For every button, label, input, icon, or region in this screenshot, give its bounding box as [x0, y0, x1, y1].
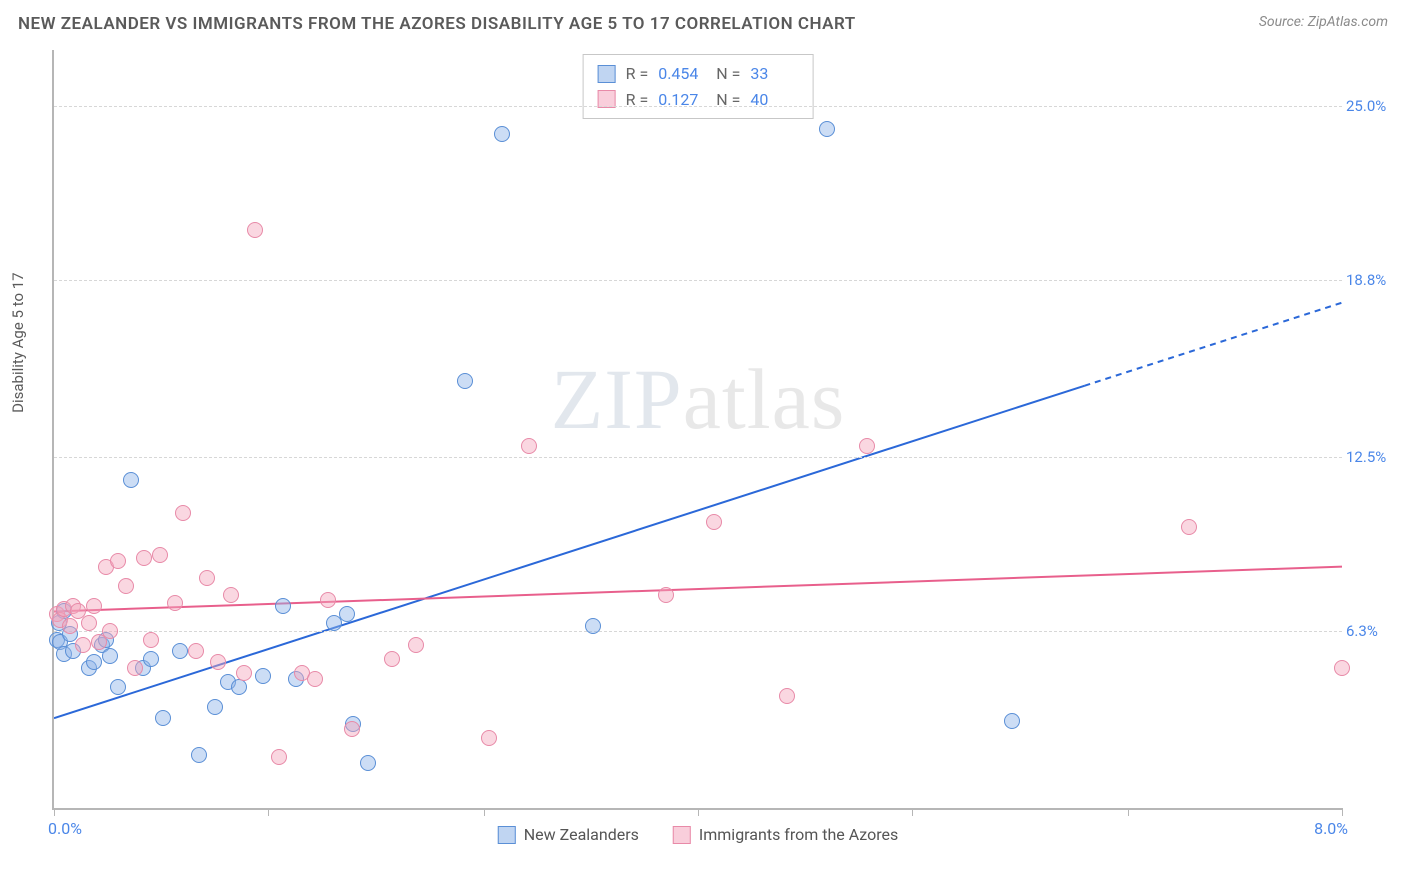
- gridline: [54, 280, 1342, 281]
- data-point: [271, 749, 287, 765]
- data-point: [81, 615, 97, 631]
- stats-row-az: R = 0.127 N = 40: [598, 87, 799, 113]
- data-point: [167, 595, 183, 611]
- data-point: [275, 598, 291, 614]
- data-point: [231, 679, 247, 695]
- data-point: [247, 222, 263, 238]
- stat-r-label: R =: [626, 87, 649, 113]
- data-point: [118, 578, 134, 594]
- data-point: [86, 598, 102, 614]
- gridline: [54, 631, 1342, 632]
- legend-label-az: Immigrants from the Azores: [699, 825, 898, 844]
- data-point: [779, 688, 795, 704]
- data-point: [210, 654, 226, 670]
- x-axis-max-label: 8.0%: [1314, 819, 1348, 838]
- stats-row-nz: R = 0.454 N = 33: [598, 61, 799, 87]
- data-point: [86, 654, 102, 670]
- data-point: [344, 721, 360, 737]
- swatch-nz: [598, 65, 616, 83]
- data-point: [307, 671, 323, 687]
- data-point: [127, 660, 143, 676]
- data-point: [255, 668, 271, 684]
- watermark-atlas: atlas: [683, 351, 846, 447]
- data-point: [1004, 713, 1020, 729]
- data-point: [457, 373, 473, 389]
- data-point: [360, 755, 376, 771]
- regression-lines: [54, 50, 1342, 808]
- data-point: [75, 637, 91, 653]
- y-tick-label: 25.0%: [1346, 97, 1394, 115]
- legend-label-nz: New Zealanders: [524, 825, 639, 844]
- x-tick: [698, 808, 699, 816]
- stat-r-label: R =: [626, 61, 649, 87]
- watermark: ZIPatlas: [551, 349, 846, 449]
- data-point: [408, 637, 424, 653]
- gridline: [54, 457, 1342, 458]
- data-point: [172, 643, 188, 659]
- data-point: [384, 651, 400, 667]
- x-tick: [484, 808, 485, 816]
- data-point: [819, 121, 835, 137]
- data-point: [175, 505, 191, 521]
- data-point: [191, 747, 207, 763]
- y-tick-label: 18.8%: [1346, 271, 1394, 289]
- data-point: [199, 570, 215, 586]
- swatch-az: [673, 826, 691, 844]
- x-tick: [54, 808, 55, 816]
- data-point: [494, 126, 510, 142]
- data-point: [143, 651, 159, 667]
- data-point: [188, 643, 204, 659]
- data-point: [1334, 660, 1350, 676]
- x-tick: [268, 808, 269, 816]
- data-point: [339, 606, 355, 622]
- x-tick: [1342, 808, 1343, 816]
- plot-area: ZIPatlas R = 0.454 N = 33 R = 0.127 N = …: [52, 50, 1342, 810]
- chart-container: Disability Age 5 to 17 ZIPatlas R = 0.45…: [22, 50, 1388, 870]
- data-point: [62, 618, 78, 634]
- data-point: [143, 632, 159, 648]
- stat-n-label: N =: [716, 87, 740, 113]
- swatch-nz: [498, 826, 516, 844]
- x-tick: [912, 808, 913, 816]
- data-point: [207, 699, 223, 715]
- legend-item-nz: New Zealanders: [498, 825, 639, 844]
- data-point: [110, 679, 126, 695]
- x-axis-min-label: 0.0%: [48, 819, 82, 838]
- stat-n-label: N =: [716, 61, 740, 87]
- y-tick-label: 6.3%: [1346, 622, 1394, 640]
- source-attribution: Source: ZipAtlas.com: [1259, 14, 1388, 30]
- data-point: [102, 623, 118, 639]
- data-point: [1181, 519, 1197, 535]
- data-point: [859, 438, 875, 454]
- chart-title: NEW ZEALANDER VS IMMIGRANTS FROM THE AZO…: [18, 14, 856, 34]
- stat-r-nz: 0.454: [658, 61, 706, 87]
- data-point: [706, 514, 722, 530]
- stat-n-az: 40: [750, 87, 798, 113]
- y-tick-label: 12.5%: [1346, 448, 1394, 466]
- data-point: [110, 553, 126, 569]
- x-tick: [1128, 808, 1129, 816]
- y-axis-label: Disability Age 5 to 17: [9, 272, 27, 412]
- legend-item-az: Immigrants from the Azores: [673, 825, 898, 844]
- data-point: [585, 618, 601, 634]
- series-legend: New Zealanders Immigrants from the Azore…: [498, 825, 898, 844]
- data-point: [123, 472, 139, 488]
- data-point: [223, 587, 239, 603]
- data-point: [136, 550, 152, 566]
- data-point: [152, 547, 168, 563]
- data-point: [658, 587, 674, 603]
- data-point: [236, 665, 252, 681]
- data-point: [102, 648, 118, 664]
- stat-r-az: 0.127: [658, 87, 706, 113]
- data-point: [481, 730, 497, 746]
- gridline: [54, 106, 1342, 107]
- stat-n-nz: 33: [750, 61, 798, 87]
- stats-legend-box: R = 0.454 N = 33 R = 0.127 N = 40: [583, 54, 814, 119]
- data-point: [320, 592, 336, 608]
- data-point: [521, 438, 537, 454]
- data-point: [155, 710, 171, 726]
- watermark-zip: ZIP: [551, 351, 683, 447]
